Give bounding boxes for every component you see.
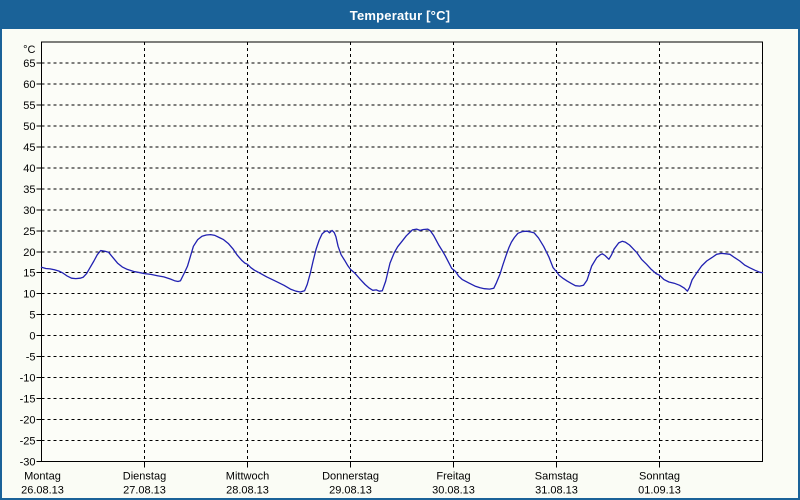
y-tick-label: -20: [20, 415, 36, 427]
y-tick-label: 45: [23, 142, 35, 154]
x-day-label: Samstag: [535, 471, 578, 483]
x-date-label: 31.08.13: [535, 485, 578, 497]
y-tick-label: 25: [23, 226, 35, 238]
y-tick-label: 0: [29, 331, 35, 343]
y-tick-label: 40: [23, 163, 35, 175]
y-tick-label: -10: [20, 373, 36, 385]
window-title: Temperatur [°C]: [349, 8, 451, 23]
x-day-label: Donnerstag: [322, 471, 379, 483]
x-date-label: 01.09.13: [638, 485, 681, 497]
chart-area: 65 60 55 50 45 40 35 30 25 20 15 10 5 0 -5 -10 -15 -20 -25…: [2, 29, 798, 498]
x-date-label: 27.08.13: [123, 485, 166, 497]
y-tick-label: 10: [23, 289, 35, 301]
y-tick-label: -5: [26, 352, 36, 364]
x-day-label: Montag: [24, 471, 61, 483]
x-date-label: 28.08.13: [226, 485, 269, 497]
y-tick-label: 30: [23, 205, 35, 217]
temperature-series-line: [40, 228, 764, 293]
y-tick-label: 15: [23, 268, 35, 280]
window-titlebar: Temperatur [°C]: [2, 2, 798, 29]
x-day-label: Freitag: [436, 471, 470, 483]
y-tick-label: -15: [20, 394, 36, 406]
y-tick-label: 60: [23, 79, 35, 91]
temperature-chart: 65605550454035302520151050-5-10-15-20-25…: [20, 41, 764, 497]
y-tick-label: 65: [23, 58, 35, 70]
y-tick-label: 20: [23, 247, 35, 259]
x-day-label: Sonntag: [639, 471, 680, 483]
y-tick-label: 50: [23, 121, 35, 133]
plot-frame: [41, 41, 763, 462]
y-tick-label: 55: [23, 100, 35, 112]
y-tick-label: 5: [29, 310, 35, 322]
y-tick-label: -25: [20, 436, 36, 448]
y-tick-label: 35: [23, 184, 35, 196]
x-date-label: 30.08.13: [432, 485, 475, 497]
x-day-label: Mittwoch: [226, 471, 269, 483]
y-tick-label: -30: [20, 457, 36, 469]
x-day-label: Dienstag: [123, 471, 166, 483]
x-date-label: 29.08.13: [329, 485, 372, 497]
y-axis-unit-label: °C: [23, 44, 35, 56]
x-date-label: 26.08.13: [21, 485, 64, 497]
